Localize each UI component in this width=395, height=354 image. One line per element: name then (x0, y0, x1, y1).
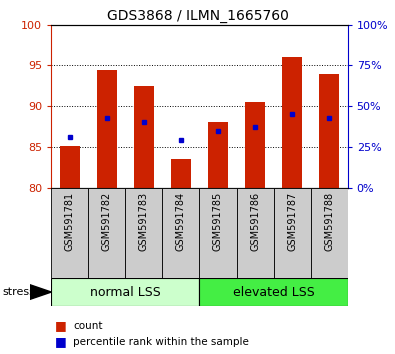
Text: GSM591786: GSM591786 (250, 192, 260, 251)
Text: GSM591788: GSM591788 (324, 192, 334, 251)
Bar (319, 74, 339, 188)
Bar (310, 188, 348, 278)
Text: GSM591782: GSM591782 (102, 192, 112, 251)
Bar (134, 86, 154, 188)
Text: elevated LSS: elevated LSS (233, 286, 314, 298)
Text: GSM591783: GSM591783 (139, 192, 149, 251)
Text: GSM591785: GSM591785 (213, 192, 223, 251)
Text: ■: ■ (55, 319, 67, 332)
Bar (126, 188, 162, 278)
Text: normal LSS: normal LSS (90, 286, 161, 298)
Text: count: count (73, 321, 103, 331)
Bar (60, 146, 80, 188)
Text: GSM591784: GSM591784 (176, 192, 186, 251)
Text: stress: stress (2, 287, 35, 297)
Bar (245, 102, 265, 188)
Text: GSM591787: GSM591787 (287, 192, 297, 251)
Text: GDS3868 / ILMN_1665760: GDS3868 / ILMN_1665760 (107, 9, 288, 23)
Bar (282, 57, 302, 188)
Text: ■: ■ (55, 335, 67, 348)
Polygon shape (30, 285, 51, 299)
Bar (199, 188, 237, 278)
Bar (199, 278, 348, 306)
Bar (274, 188, 310, 278)
Bar (51, 278, 199, 306)
Bar (208, 122, 228, 188)
Bar (97, 69, 117, 188)
Bar (162, 188, 199, 278)
Bar (237, 188, 274, 278)
Text: percentile rank within the sample: percentile rank within the sample (73, 337, 249, 347)
Bar (88, 188, 126, 278)
Bar (51, 188, 88, 278)
Text: GSM591781: GSM591781 (65, 192, 75, 251)
Bar (171, 159, 191, 188)
